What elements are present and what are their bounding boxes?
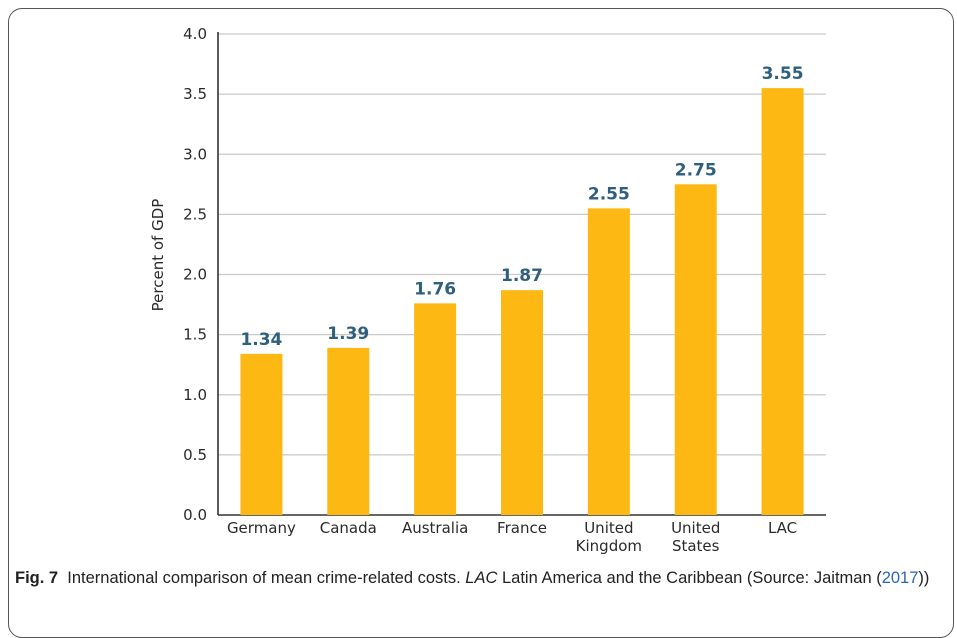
bar [327, 347, 370, 515]
data-label: 2.75 [675, 160, 717, 180]
bar [414, 303, 457, 515]
y-tick-label: 4.0 [183, 25, 207, 43]
data-label: 1.87 [501, 266, 543, 286]
bars [240, 88, 804, 516]
caption-text-3: )) [918, 569, 930, 587]
bar [501, 290, 543, 515]
x-tick-label: United States [671, 519, 720, 555]
figure-caption: Fig. 7 International comparison of mean … [15, 567, 945, 590]
caption-text: International comparison of mean crime-r… [67, 569, 461, 587]
x-tick-label: Canada [320, 519, 377, 537]
bar-chart: 1.34 1.39 1.76 1.87 2.55 2.75 3.55 Germany Cana… [149, 25, 826, 555]
x-tick-label: France [497, 519, 547, 537]
data-label: 1.34 [240, 330, 282, 350]
gridlines [218, 33, 826, 456]
x-tick-labels: Germany Canada Australia France United Kingdo… [227, 519, 797, 555]
data-label: 1.76 [414, 279, 456, 299]
bar [674, 184, 717, 515]
y-tick-label: 3.5 [183, 85, 207, 103]
x-tick-label: Germany [227, 519, 296, 537]
y-tick-label: 0.0 [183, 506, 207, 524]
y-axis-label: Percent of GDP [149, 199, 167, 312]
bar [240, 353, 283, 515]
caption-abbreviation: LAC [465, 569, 498, 587]
bar [587, 208, 630, 516]
citation-link[interactable]: 2017 [881, 569, 919, 587]
data-label: 1.39 [327, 324, 369, 344]
x-tick-label: United Kingdom [576, 519, 642, 555]
x-tick-label: LAC [768, 519, 797, 537]
bar [761, 88, 804, 516]
x-tick-label: Australia [402, 519, 468, 537]
y-tick-label: 3.0 [183, 145, 207, 163]
data-labels: 1.34 1.39 1.76 1.87 2.55 2.75 3.55 [240, 64, 803, 350]
data-label: 2.55 [588, 184, 630, 204]
y-tick-labels: 0.0 0.5 1.0 1.5 2.0 2.5 3.0 3.5 4.0 [183, 25, 207, 524]
caption-text-2: Latin America and the Caribbean (Source:… [502, 569, 882, 587]
y-tick-label: 0.5 [183, 446, 207, 464]
y-tick-label: 1.5 [183, 326, 207, 344]
figure-number: Fig. 7 [15, 569, 59, 587]
y-tick-label: 1.0 [183, 386, 207, 404]
y-tick-label: 2.0 [183, 266, 207, 284]
y-tick-label: 2.5 [183, 205, 207, 223]
data-label: 3.55 [762, 64, 804, 84]
